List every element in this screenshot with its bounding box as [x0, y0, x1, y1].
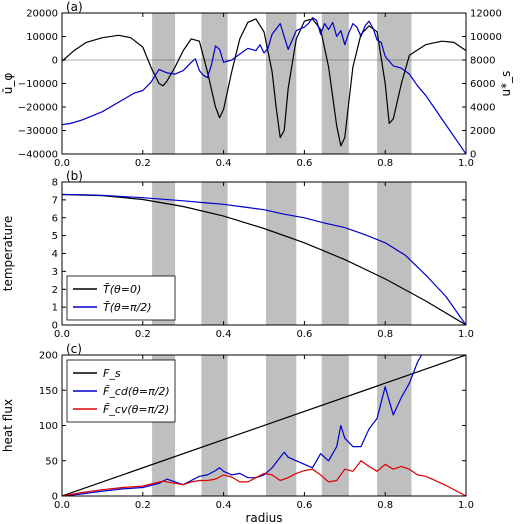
legend-label: F̄_cd(θ=π/2) — [103, 385, 170, 398]
panel-label: (a) — [66, 0, 83, 14]
y-tick-label: 20000 — [26, 9, 58, 20]
legend-label: F̄_cv(θ=π/2) — [103, 403, 169, 416]
panel-a: 0.0 0.2 0.4 0.6 0.8 1.0 −40000 −30000 −20000 −100… — [1, 0, 513, 169]
shaded-band — [321, 13, 349, 154]
x-tick-label: 1.0 — [458, 500, 474, 511]
y2-tick-label: 4000 — [470, 103, 495, 114]
legend: T̄(θ=0) T̄(θ=π/2) — [66, 275, 176, 321]
y2-tick-label: 8000 — [470, 56, 495, 67]
x-tick-label: 0.0 — [54, 158, 70, 169]
y-tick-label: 4 — [52, 249, 58, 260]
x-axis-label: radius — [245, 511, 282, 524]
y2-tick-label: 2000 — [470, 126, 495, 137]
x-tick-label: 0.6 — [296, 158, 312, 169]
panel-label: (c) — [66, 342, 82, 356]
y-tick-label: 50 — [45, 456, 58, 467]
y2-tick-label: 6000 — [470, 79, 495, 90]
x-tick-label: 0.8 — [377, 500, 393, 511]
legend-label: T̄(θ=π/2) — [103, 301, 152, 314]
y-tick-label: 0 — [52, 321, 58, 332]
legend: F_s F̄_cd(θ=π/2) F̄_cv(θ=π/2) — [66, 359, 176, 423]
y2-tick-label: 12000 — [470, 9, 502, 20]
y2-axis-label: u*_s — [499, 71, 513, 97]
series-line-2 — [62, 193, 466, 325]
x-tick-label: 0.0 — [54, 500, 70, 511]
y-tick-label: 2 — [52, 285, 58, 296]
y-tick-label: 0 — [52, 56, 58, 67]
shaded-band — [321, 182, 349, 325]
y-tick-label: 200 — [39, 351, 58, 362]
panel-c: 0.0 0.2 0.4 0.6 0.8 1.0 0 50 100 150 200 (c) heat fl… — [1, 342, 474, 524]
y-tick-label: 10000 — [26, 32, 58, 43]
y2-tick-label: 10000 — [470, 32, 502, 43]
x-tick-label: 1.0 — [458, 158, 474, 169]
y-tick-label: 6 — [52, 213, 58, 224]
x-tick-label: 0.6 — [296, 329, 312, 340]
y2-tick-label: 0 — [470, 150, 476, 161]
series-line-1 — [62, 355, 466, 496]
y-tick-label: 1 — [52, 303, 58, 314]
shaded-band — [201, 13, 228, 154]
y-tick-label: 150 — [39, 386, 58, 397]
y-axis-label: temperature — [1, 216, 15, 291]
y-tick-label: 100 — [39, 421, 58, 432]
series-line-2 — [62, 355, 423, 496]
x-tick-label: 0.2 — [135, 158, 151, 169]
y-tick-label: 7 — [52, 195, 58, 206]
series-line-1 — [62, 193, 466, 325]
y-axis-label: heat flux — [1, 399, 15, 452]
x-tick-label: 0.0 — [54, 329, 70, 340]
shaded-band — [266, 13, 297, 154]
x-tick-label: 0.2 — [135, 500, 151, 511]
panel-label: (b) — [66, 169, 83, 183]
x-tick-label: 0.6 — [296, 500, 312, 511]
shaded-band — [377, 182, 412, 325]
shaded-band — [266, 182, 297, 325]
y-tick-label: −10000 — [18, 79, 58, 90]
series-line-3 — [62, 460, 466, 496]
y-tick-label: 0 — [52, 492, 58, 503]
x-tick-label: 0.2 — [135, 329, 151, 340]
x-tick-label: 0.8 — [377, 158, 393, 169]
x-tick-label: 0.4 — [216, 329, 232, 340]
legend-label: T̄(θ=0) — [103, 283, 141, 296]
legend-label: F_s — [103, 367, 121, 380]
shaded-band — [201, 182, 228, 325]
series-line-1 — [62, 18, 466, 147]
x-tick-label: 1.0 — [458, 329, 474, 340]
x-tick-label: 0.8 — [377, 329, 393, 340]
panel-b: 0.0 0.2 0.4 0.6 0.8 1.0 0 1 2 3 4 5 6 7 8 (b) temperatur… — [1, 169, 474, 340]
shaded-band — [266, 355, 297, 496]
shaded-band — [152, 13, 176, 154]
y-tick-label: 8 — [52, 178, 58, 189]
shaded-band — [201, 355, 228, 496]
series-line-2 — [62, 17, 466, 154]
y-tick-label: 3 — [52, 267, 58, 278]
shaded-band — [377, 355, 412, 496]
shaded-band — [377, 13, 412, 154]
shaded-band — [321, 355, 349, 496]
y-tick-label: −40000 — [18, 150, 58, 161]
y-tick-label: −30000 — [18, 126, 58, 137]
y-tick-label: 5 — [52, 231, 58, 242]
y-tick-label: −20000 — [18, 103, 58, 114]
legend-box — [66, 359, 176, 423]
x-tick-label: 0.4 — [216, 158, 232, 169]
x-tick-label: 0.4 — [216, 500, 232, 511]
y-axis-label: ū_φ — [1, 73, 15, 95]
legend-box — [66, 275, 176, 321]
